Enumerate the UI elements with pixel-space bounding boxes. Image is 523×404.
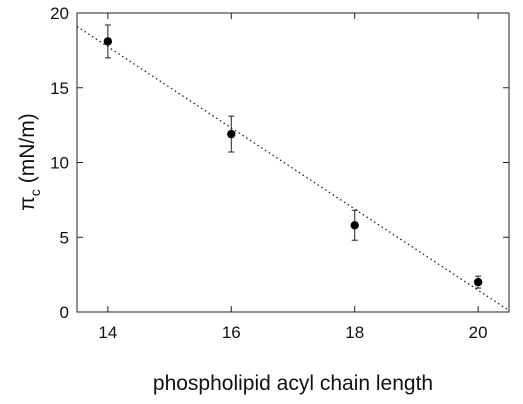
y-axis-title-subscript: c [27,189,43,196]
y-tick-label: 20 [50,4,69,23]
data-point [227,129,236,139]
x-tick-label: 14 [98,323,117,342]
x-tick-label: 16 [222,323,241,342]
fit-line-group [76,25,510,312]
plot-frame [76,12,510,313]
y-axis-title-unit: (mN/m) [16,113,39,183]
data-point [103,37,113,46]
fit-line [76,25,510,312]
y-axis-title: πc (mN/m) [16,113,43,210]
y-axis-ticks: 0 5 10 15 20 [50,4,509,322]
x-axis-ticks: 14 16 18 20 [98,13,488,342]
data-points [103,24,483,289]
x-axis-title: phospholipid acyl chain length [153,372,433,395]
x-tick-label: 20 [469,323,488,342]
y-tick-label: 15 [50,79,69,98]
x-tick-label: 18 [345,323,364,342]
data-point [350,221,359,230]
y-tick-label: 5 [60,228,69,247]
y-tick-label: 0 [60,303,69,322]
y-tick-label: 10 [50,154,69,173]
y-axis-title-symbol: π [16,196,39,211]
data-point [473,277,483,287]
